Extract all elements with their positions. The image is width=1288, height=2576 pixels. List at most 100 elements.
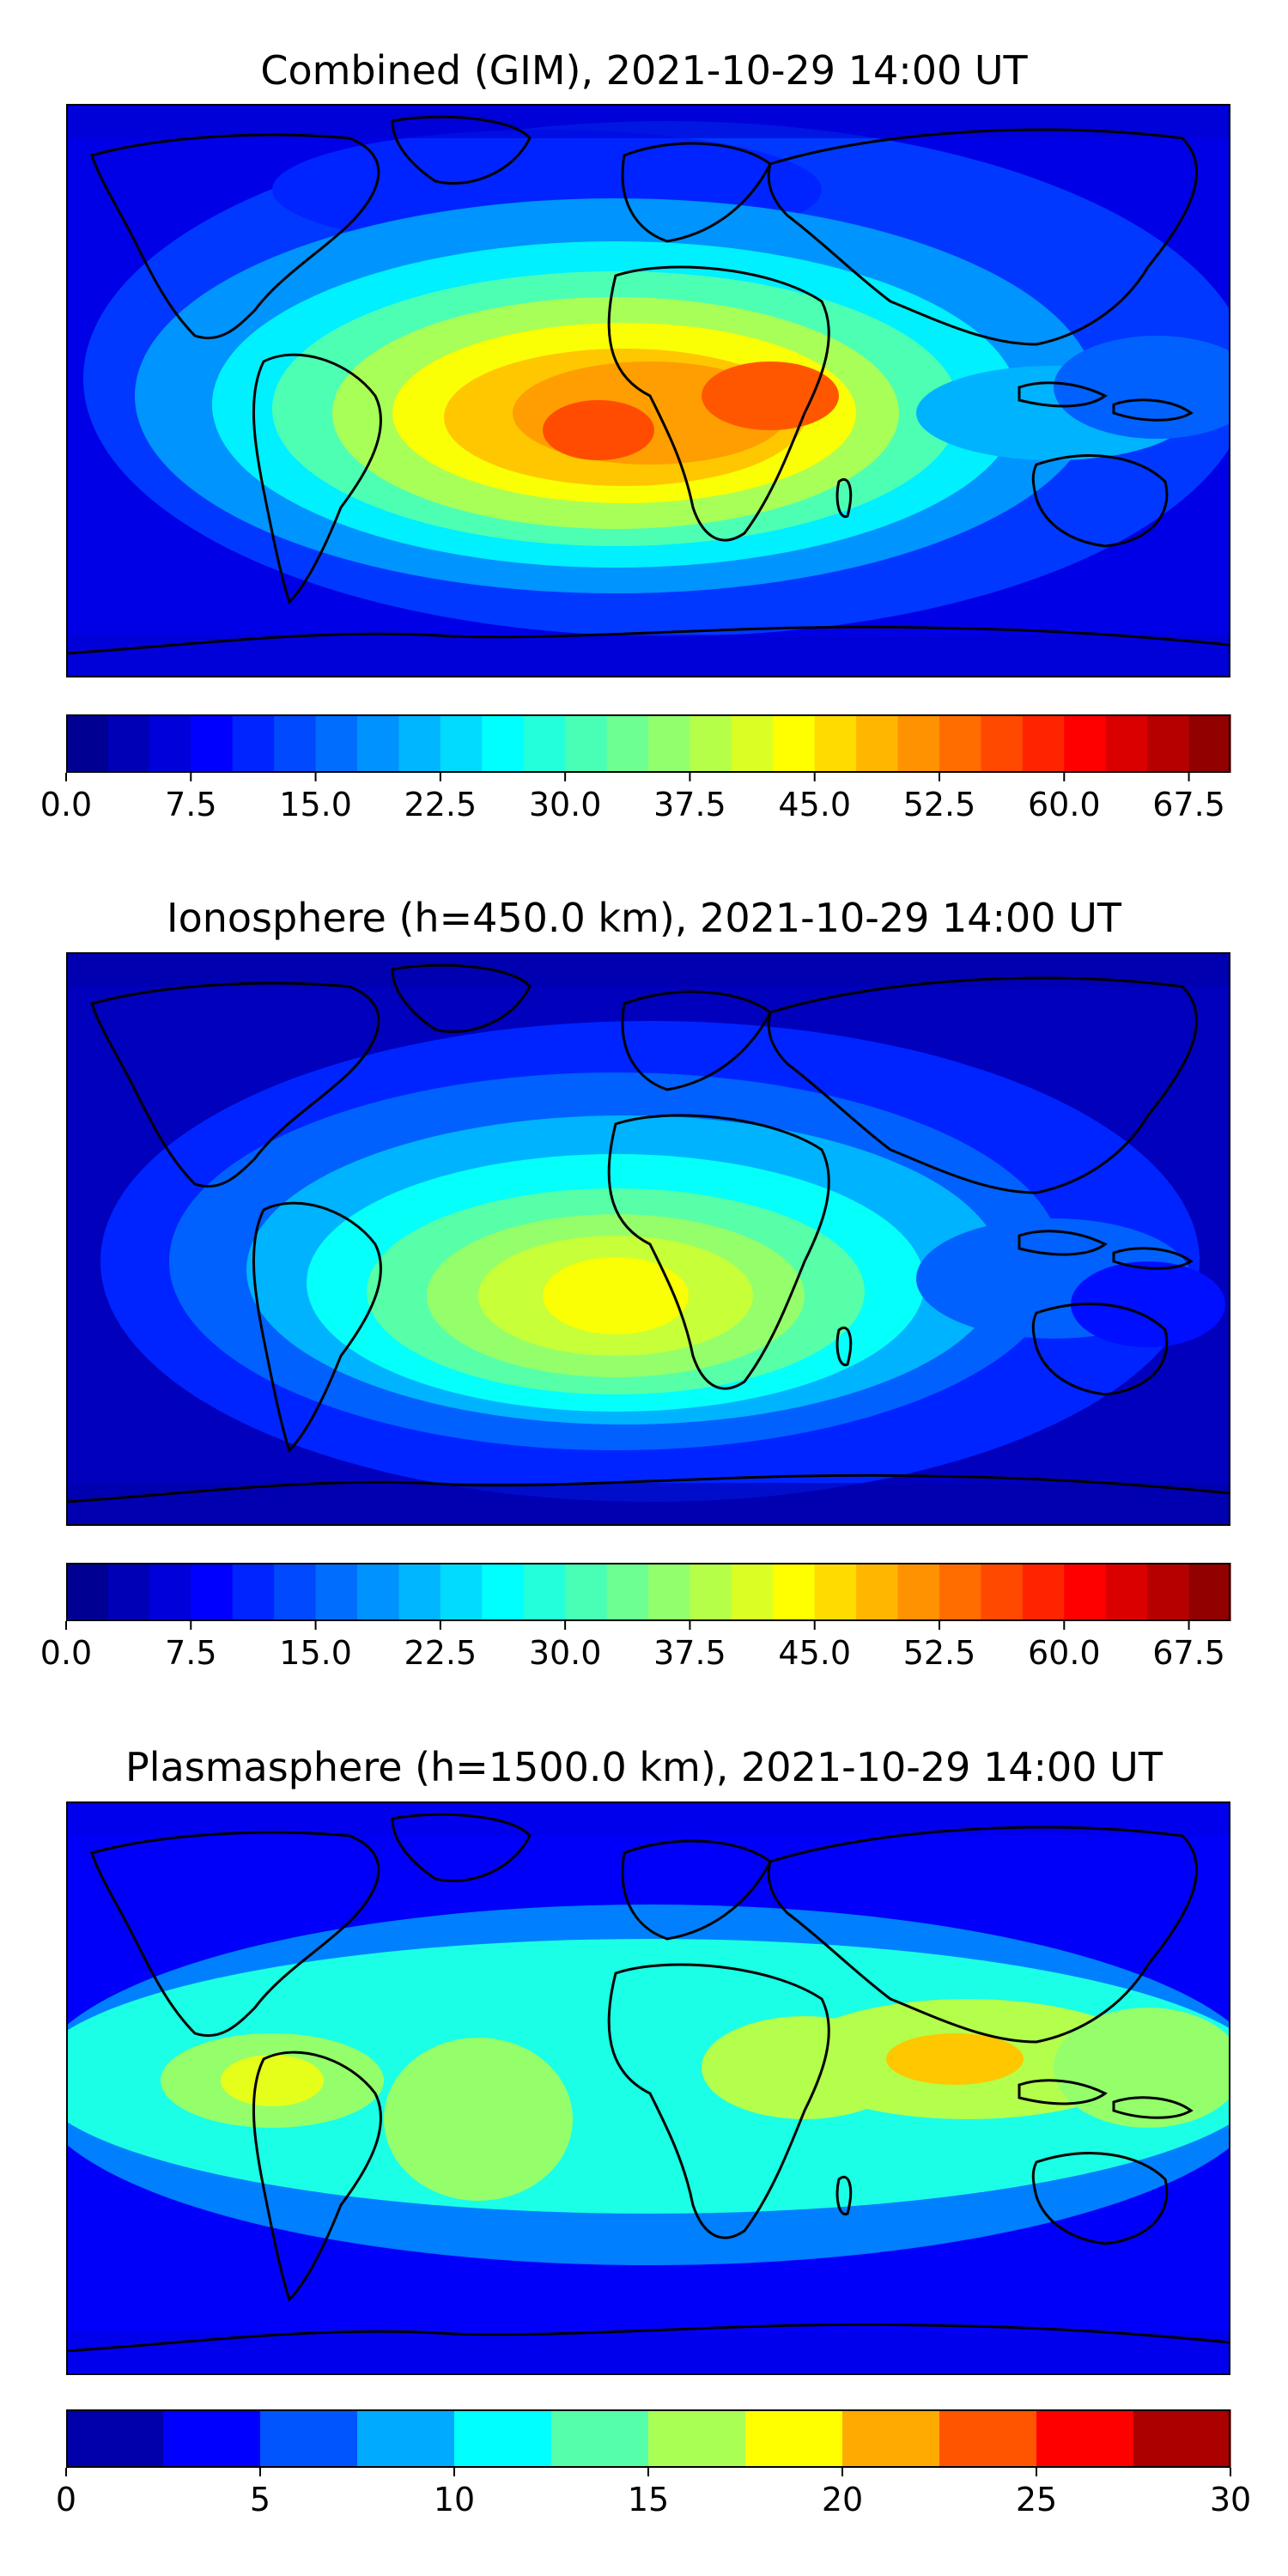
contour-region	[702, 361, 839, 430]
panel-3-colorbar: 0 5 10 15 20 25 30	[56, 2409, 1251, 2518]
colorbar-bin	[648, 2409, 746, 2468]
field-layer	[66, 104, 1230, 677]
colorbar-tick-label: 10	[434, 2481, 475, 2518]
coastline	[1031, 454, 1169, 548]
coastline	[1018, 381, 1108, 408]
colorbar-bin	[149, 714, 191, 773]
colorbar-bin	[1022, 1563, 1065, 1621]
colorbar-bin	[551, 2409, 649, 2468]
north-polar-band	[66, 104, 1230, 138]
colorbar-bin	[398, 714, 441, 773]
colorbar-bin	[606, 1563, 649, 1621]
colorbar-bin	[1036, 2409, 1134, 2468]
colorbar-bin	[1105, 714, 1148, 773]
colorbar-bin	[523, 714, 566, 773]
contour-region	[1054, 336, 1230, 439]
colorbar-bin	[1105, 1563, 1148, 1621]
colorbar-bin	[66, 1563, 109, 1621]
colorbar-tick-label: 37.5	[653, 1634, 726, 1672]
coastlines	[66, 115, 1230, 677]
colorbar-bin	[897, 714, 940, 773]
colorbar-frame	[66, 2409, 1230, 2468]
colorbar-tick-label: 67.5	[1152, 1634, 1225, 1672]
colorbar-bin	[274, 1563, 317, 1621]
colorbar-bin	[66, 714, 109, 773]
south-polar-band	[66, 1483, 1230, 1526]
colorbar-bin	[606, 714, 649, 773]
map-frame	[66, 1801, 1230, 2375]
coastline	[835, 1327, 853, 1367]
map-frame	[66, 952, 1230, 1526]
colorbar-tick-label: 22.5	[404, 786, 477, 823]
colorbar-tick-label: 15.0	[279, 1634, 352, 1672]
colorbar-bin	[1188, 1563, 1231, 1621]
north-polar-band	[66, 952, 1230, 987]
south-polar-band	[66, 635, 1230, 677]
colorbar-bin	[897, 1563, 940, 1621]
colorbar-tick-label: 30	[1210, 2481, 1251, 2518]
coastline	[621, 990, 772, 1091]
panel-2-colorbar: 0.0 7.5 15.0 22.5 30.0 37.5 45.0 52.5 60.0 67.5	[40, 1563, 1231, 1672]
coastline	[621, 142, 772, 243]
colorbar-bin	[357, 1563, 400, 1621]
colorbar-bin	[1064, 1563, 1107, 1621]
coastline	[607, 1963, 830, 2239]
colorbar-bin	[648, 1563, 691, 1621]
colorbar-bin	[523, 1563, 566, 1621]
colorbar-bin	[163, 2409, 261, 2468]
colorbar-bin	[232, 1563, 275, 1621]
contour-region	[221, 2055, 324, 2106]
colorbar-tick-label: 5	[250, 2481, 270, 2518]
coastline	[1112, 398, 1194, 422]
coastline	[1018, 2079, 1108, 2105]
field-layer	[66, 1801, 1230, 2375]
map-frame	[66, 104, 1230, 677]
field-layer	[66, 952, 1230, 1526]
contour-region	[886, 2033, 1024, 2085]
colorbar-tick-label: 52.5	[903, 786, 976, 823]
coastline	[391, 1813, 532, 1883]
colorbar-bin	[274, 714, 317, 773]
colorbar-bin	[1064, 714, 1107, 773]
coastline	[66, 625, 1230, 677]
colorbar-tick-label: 30.0	[529, 1634, 602, 1672]
coastline	[252, 353, 382, 605]
panel-3-map	[66, 1801, 1230, 2375]
colorbar-tick-label: 22.5	[404, 1634, 477, 1672]
colorbar-bin	[440, 714, 483, 773]
coastline	[835, 478, 853, 519]
colorbar-bin	[981, 714, 1024, 773]
colorbar-bin	[454, 2409, 552, 2468]
colorbar-bin	[731, 714, 774, 773]
coastline	[252, 2050, 382, 2302]
colorbar-bin	[1022, 714, 1065, 773]
colorbar-bin	[1133, 2409, 1231, 2468]
colorbar-bin	[856, 714, 899, 773]
colorbar-bin	[814, 714, 857, 773]
colorbar-bin	[814, 1563, 857, 1621]
colorbar-tick-label: 52.5	[903, 1634, 976, 1672]
colorbar-bin	[690, 1563, 732, 1621]
colorbar-bin	[260, 2409, 358, 2468]
colorbar-bin	[357, 714, 400, 773]
colorbar-bin	[149, 1563, 191, 1621]
colorbar-tick-label: 60.0	[1028, 786, 1101, 823]
coastlines	[66, 1813, 1230, 2375]
colorbar-bin	[731, 1563, 774, 1621]
coastline	[391, 115, 532, 185]
colorbar-bin	[690, 714, 732, 773]
coastlines	[66, 963, 1230, 1526]
coastline	[90, 1831, 380, 2038]
colorbar-bin	[565, 714, 608, 773]
panel-2-map	[66, 952, 1230, 1526]
colorbar-bin	[440, 1563, 483, 1621]
coastline	[90, 133, 380, 340]
coastline	[621, 1839, 772, 1941]
colorbar-bin	[315, 1563, 358, 1621]
colorbar-bin	[842, 2409, 940, 2468]
colorbar-bin	[939, 1563, 982, 1621]
colorbar-bin	[1147, 714, 1190, 773]
colorbar-tick-label: 7.5	[165, 786, 216, 823]
colorbar-tick-label: 67.5	[1152, 786, 1225, 823]
coastline	[767, 1826, 1199, 2044]
